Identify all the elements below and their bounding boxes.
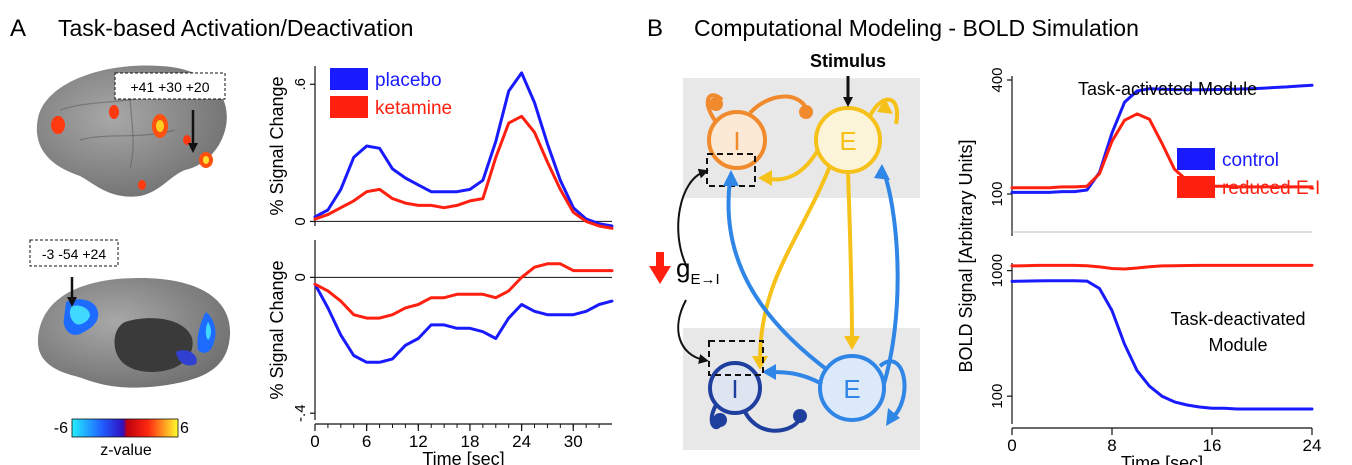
a-top-y-label: % Signal Change <box>267 76 287 215</box>
panel-a-title: Task-based Activation/Deactivation <box>58 15 413 41</box>
b-bottom-x-label: Time [sec] <box>1121 453 1203 465</box>
a-top-y-tick-label: .6 <box>292 78 309 91</box>
a-bottom-x-tick-label: 30 <box>564 432 583 451</box>
b-bottom-title-line1: Task-deactivated <box>1170 309 1305 329</box>
panel-a-letter: A <box>10 15 26 42</box>
coord-box-top <box>114 72 226 100</box>
b-bottom-series-reduced-e-i <box>1010 263 1314 271</box>
a-bottom-series-0 <box>313 282 614 364</box>
node-top-excitatory-label: E <box>839 126 856 156</box>
chart-a-top: 0 .6 % Signal Change placebo ketamine <box>267 66 614 230</box>
coord-box-bottom <box>29 239 119 267</box>
a-bottom-y-tick-label: -.4 <box>292 404 309 422</box>
b-top-legend-label-1: reduced E-I <box>1222 178 1320 199</box>
chart-b-bottom: 100 1000 0 8 16 24 Time [sec] Task-deactivated M… <box>989 254 1321 465</box>
a-bottom-x-tick-label: 0 <box>310 432 319 451</box>
a-top-legend-label-0: placebo <box>375 70 442 91</box>
b-top-legend-swatch-0 <box>1177 148 1215 170</box>
node-bottom-excitatory <box>818 354 886 422</box>
a-bottom-x-tick-label: 12 <box>409 432 428 451</box>
b-bottom-x-tick-label: 0 <box>1007 436 1016 455</box>
circuit-diagram: I E Stimulus I <box>649 51 920 450</box>
colorbar-min-label: -6 <box>54 420 68 437</box>
coupling-label: gE→I <box>676 253 720 288</box>
b-top-legend-swatch-1 <box>1177 176 1215 198</box>
pointer-arrow-bottom <box>677 299 709 364</box>
a-bottom-x-label: Time [sec] <box>422 449 504 465</box>
b-top-title: Task-activated Module <box>1078 79 1257 99</box>
a-top-series-ketamine <box>313 114 614 230</box>
a-top-y-tick-label: 0 <box>292 217 309 225</box>
b-top-y-tick-label: 400 <box>989 67 1006 92</box>
coord-label-top: +41 +30 +20 <box>130 79 209 95</box>
b-bottom-x-tick-label: 16 <box>1203 436 1222 455</box>
synapse-box-bottom <box>708 340 764 376</box>
b-bottom-series-control <box>1010 279 1314 411</box>
node-bottom-excitatory-label: E <box>843 374 860 404</box>
colorbar-label: z-value <box>100 442 152 459</box>
panel-b-title: Computational Modeling - BOLD Simulation <box>694 15 1139 41</box>
brain-medial-view <box>37 278 231 388</box>
pointer-arrow-top <box>677 168 709 266</box>
b-top-series-reduced-e-i <box>1010 112 1314 190</box>
a-bottom-x-tick-label: 6 <box>362 432 371 451</box>
b-bottom-title-line2: Module <box>1208 335 1267 355</box>
b-bottom-x-tick-label: 8 <box>1107 436 1116 455</box>
a-bottom-x-tick-label: 18 <box>460 432 479 451</box>
colorbar <box>71 418 179 438</box>
a-top-legend-label-1: ketamine <box>375 98 452 119</box>
panel-b-letter: B <box>647 15 663 42</box>
b-top-legend-label-0: control <box>1222 150 1279 171</box>
b-top-series-control <box>1010 83 1314 194</box>
a-top-legend-swatch-1 <box>330 96 368 118</box>
b-bottom-y-tick-label: 1000 <box>989 254 1006 287</box>
b-bottom-y-tick-label: 100 <box>989 384 1006 409</box>
b-top-y-tick-label: 100 <box>989 181 1006 206</box>
stimulus-label: Stimulus <box>810 51 886 71</box>
coord-label-bottom: -3 -54 +24 <box>42 246 106 262</box>
bold-signal-ylabel: BOLD Signal [Arbitrary Units] <box>956 139 976 372</box>
node-top-inhibitory-label: I <box>733 126 740 156</box>
a-bottom-series-1 <box>313 262 614 320</box>
a-top-legend-swatch-0 <box>330 68 368 90</box>
chart-b-top: 100 400 control reduced E-I Task-activated M… <box>989 67 1320 236</box>
a-bottom-y-label: % Signal Change <box>267 260 287 399</box>
a-bottom-x-tick-label: 24 <box>512 432 531 451</box>
a-bottom-y-tick-label: 0 <box>292 273 309 281</box>
colorbar-max-label: 6 <box>180 420 189 437</box>
node-bottom-inhibitory-label: I <box>731 374 738 404</box>
b-bottom-x-tick-label: 24 <box>1303 436 1322 455</box>
a-top-series-placebo <box>313 71 614 228</box>
